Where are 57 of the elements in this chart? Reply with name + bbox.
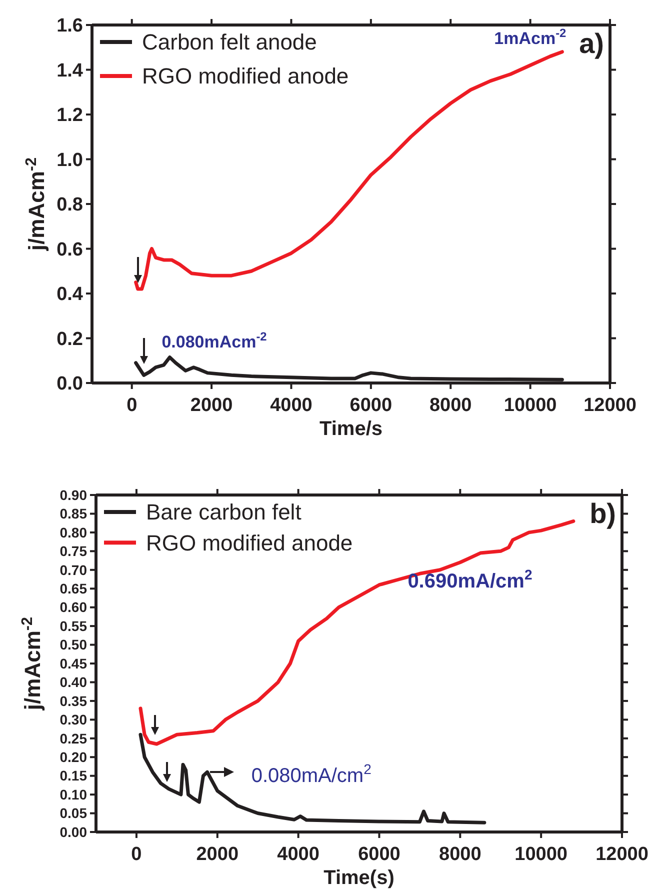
x-tick-label: 8000: [439, 844, 482, 865]
y-tick-label: 0.8: [56, 194, 83, 216]
y-tick-label: 0.55: [60, 618, 88, 634]
y-tick-label: 0.10: [60, 786, 88, 802]
y-tick-label: 0.75: [60, 543, 88, 560]
y-tick-label: 0.15: [60, 768, 88, 784]
x-tick-label: 6000: [358, 844, 400, 865]
x-tick-label: 10000: [504, 395, 557, 416]
annotation: 1mAcm$^{-2}$: [494, 26, 567, 48]
y-tick-label: 0.30: [60, 712, 88, 728]
x-tick-label: 0: [126, 395, 138, 416]
y-tick-label: 0.85: [60, 506, 88, 522]
y-tick-label: 0.6: [56, 239, 83, 260]
y-tick-label: 0.45: [60, 655, 88, 672]
y-tick-label: 0.20: [60, 749, 88, 766]
legend-label: Carbon felt anode: [142, 30, 317, 55]
y-tick-label: 0.60: [60, 599, 88, 616]
x-tick-label: 12000: [584, 395, 636, 416]
y-tick-label: 0.90: [60, 486, 88, 503]
y-tick-label: 1.6: [56, 16, 83, 37]
y-tick-label: 0.70: [60, 562, 88, 578]
annotation: 0.080mA/cm$^{2}$: [251, 760, 372, 787]
annotation: 0.080mAcm$^{-2}$: [162, 329, 268, 352]
line-series: [138, 732, 486, 824]
legend-label: Bare carbon felt: [146, 500, 302, 525]
y-tick-label: 1.2: [56, 105, 83, 126]
x-tick-label: 12000: [596, 844, 648, 865]
y-tick-label: 1.4: [56, 60, 84, 82]
x-axis-title: Time(s): [324, 867, 394, 889]
y-tick-label: 0.65: [60, 580, 88, 597]
x-tick-label: 4000: [270, 395, 312, 416]
x-tick-label: 2000: [190, 395, 233, 416]
x-tick-label: 10000: [514, 844, 568, 865]
y-tick-label: 0.35: [60, 692, 88, 709]
y-tick-label: 0.80: [60, 524, 88, 540]
y-tick-label: 0.50: [60, 636, 88, 653]
x-tick-label: 4000: [277, 844, 320, 865]
y-tick-label: 0.00: [60, 824, 88, 840]
y-tick-label: 0.25: [60, 730, 88, 746]
y-tick-label: 0.05: [60, 805, 88, 822]
legend-label: RGO modified anode: [142, 64, 349, 89]
y-tick-label: 0.2: [56, 328, 83, 350]
x-tick-label: 0: [131, 844, 142, 865]
y-tick-label: 0.4: [56, 284, 84, 306]
y-tick-label: 0.40: [60, 674, 88, 690]
annotation: a): [579, 28, 604, 59]
x-tick-label: 6000: [350, 395, 392, 416]
y-tick-label: 0.0: [56, 374, 83, 395]
annotation: b): [590, 498, 616, 529]
x-tick-label: 8000: [429, 395, 472, 416]
y-tick-label: 1.0: [56, 150, 83, 171]
line-series: [134, 50, 564, 291]
legend-label: RGO modified anode: [146, 530, 353, 556]
annotation: 0.690mA/cm$^{2}$: [408, 566, 532, 593]
x-tick-label: 2000: [196, 844, 239, 865]
line-series: [138, 519, 576, 746]
x-axis-title: Time/s: [320, 418, 382, 440]
